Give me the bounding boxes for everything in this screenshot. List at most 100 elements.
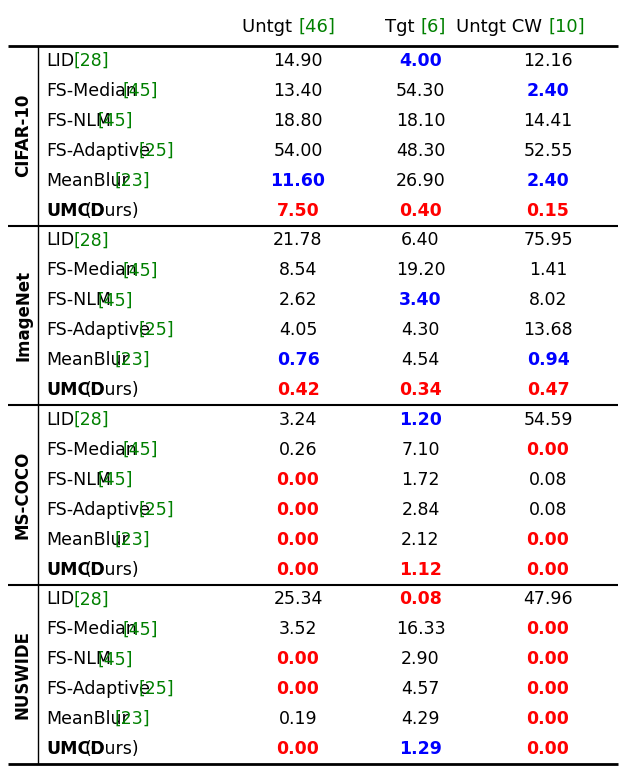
Text: FS-Adaptive: FS-Adaptive [46,500,150,518]
Text: 3.24: 3.24 [279,411,317,429]
Text: 6.40: 6.40 [401,231,440,249]
Text: [28]: [28] [74,411,109,429]
Text: (Ours): (Ours) [85,381,140,399]
Text: ImageNet: ImageNet [14,270,32,361]
Text: 0.34: 0.34 [399,381,442,399]
Text: 14.41: 14.41 [524,112,573,130]
Text: [45]: [45] [98,291,133,310]
Text: (Ours): (Ours) [85,561,140,579]
Text: FS-Median: FS-Median [46,441,137,459]
Text: 2.84: 2.84 [401,500,440,518]
Text: UMCD: UMCD [46,381,104,399]
Text: 7.50: 7.50 [276,202,319,220]
Text: 0.76: 0.76 [276,351,319,369]
Text: 13.68: 13.68 [523,321,573,339]
Text: Untgt: Untgt [243,18,298,36]
Text: 0.40: 0.40 [399,202,442,220]
Text: LID: LID [46,231,74,249]
Text: 11.60: 11.60 [271,171,326,189]
Text: [23]: [23] [114,710,150,728]
Text: 0.00: 0.00 [527,561,570,579]
Text: MeanBlur: MeanBlur [46,171,129,189]
Text: 54.59: 54.59 [524,411,573,429]
Text: 0.08: 0.08 [529,471,567,489]
Text: 4.57: 4.57 [401,680,440,698]
Text: 0.26: 0.26 [278,441,317,459]
Text: 12.16: 12.16 [523,52,573,70]
Text: 2.40: 2.40 [527,82,570,100]
Text: 25.34: 25.34 [273,590,323,608]
Text: 19.20: 19.20 [396,261,445,279]
Text: [25]: [25] [138,321,174,339]
Text: 0.19: 0.19 [278,710,317,728]
Text: 1.20: 1.20 [399,411,442,429]
Text: 4.30: 4.30 [401,321,440,339]
Text: 8.02: 8.02 [529,291,567,310]
Text: FS-NLM: FS-NLM [46,651,111,669]
Text: [45]: [45] [98,651,133,669]
Text: [45]: [45] [122,82,157,100]
Text: 48.30: 48.30 [396,142,445,160]
Text: 0.47: 0.47 [527,381,570,399]
Text: 0.00: 0.00 [527,740,570,758]
Text: 13.40: 13.40 [273,82,323,100]
Text: 14.90: 14.90 [273,52,323,70]
Text: [25]: [25] [138,680,174,698]
Text: UMCD: UMCD [46,740,104,758]
Text: NUSWIDE: NUSWIDE [14,630,32,719]
Text: 0.00: 0.00 [527,651,570,669]
Text: 16.33: 16.33 [396,620,445,638]
Text: Untgt CW: Untgt CW [456,18,548,36]
Text: 0.00: 0.00 [276,500,319,518]
Text: 4.54: 4.54 [401,351,440,369]
Text: LID: LID [46,590,74,608]
Text: 4.00: 4.00 [399,52,442,70]
Text: 1.29: 1.29 [399,740,442,758]
Text: [10]: [10] [548,18,584,36]
Text: [23]: [23] [114,531,150,549]
Text: 47.96: 47.96 [523,590,573,608]
Text: MeanBlur: MeanBlur [46,710,129,728]
Text: FS-Adaptive: FS-Adaptive [46,321,150,339]
Text: 54.00: 54.00 [273,142,323,160]
Text: Tgt: Tgt [385,18,420,36]
Text: 1.72: 1.72 [401,471,440,489]
Text: 18.10: 18.10 [396,112,445,130]
Text: [46]: [46] [298,18,335,36]
Text: (Ours): (Ours) [85,740,140,758]
Text: 1.41: 1.41 [529,261,567,279]
Text: [28]: [28] [74,231,109,249]
Text: 1.12: 1.12 [399,561,442,579]
Text: FS-NLM: FS-NLM [46,471,111,489]
Text: [45]: [45] [122,620,157,638]
Text: FS-Median: FS-Median [46,620,137,638]
Text: 0.00: 0.00 [527,710,570,728]
Text: 0.00: 0.00 [276,740,319,758]
Text: FS-Median: FS-Median [46,261,137,279]
Text: 52.55: 52.55 [524,142,573,160]
Text: 21.78: 21.78 [273,231,323,249]
Text: UMCD: UMCD [46,561,104,579]
Text: FS-NLM: FS-NLM [46,112,111,130]
Text: 8.54: 8.54 [279,261,317,279]
Text: 75.95: 75.95 [523,231,573,249]
Text: [28]: [28] [74,590,109,608]
Text: [6]: [6] [420,18,446,36]
Text: 2.90: 2.90 [401,651,440,669]
Text: 0.00: 0.00 [276,471,319,489]
Text: MeanBlur: MeanBlur [46,351,129,369]
Text: [25]: [25] [138,142,174,160]
Text: 3.52: 3.52 [279,620,317,638]
Text: FS-NLM: FS-NLM [46,291,111,310]
Text: 2.40: 2.40 [527,171,570,189]
Text: 0.00: 0.00 [276,680,319,698]
Text: 7.10: 7.10 [401,441,440,459]
Text: [23]: [23] [114,351,150,369]
Text: 0.08: 0.08 [529,500,567,518]
Text: [23]: [23] [114,171,150,189]
Text: [45]: [45] [98,112,133,130]
Text: UMCD: UMCD [46,202,104,220]
Text: 0.00: 0.00 [527,441,570,459]
Text: FS-Median: FS-Median [46,82,137,100]
Text: [45]: [45] [122,261,157,279]
